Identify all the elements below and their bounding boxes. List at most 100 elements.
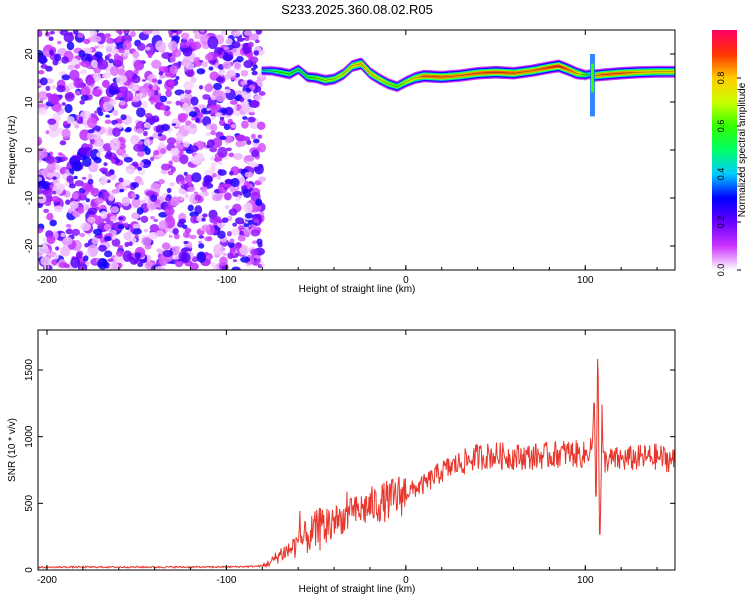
noise-blob <box>46 163 56 173</box>
noise-blob <box>102 96 111 103</box>
noise-blob <box>51 85 57 90</box>
noise-blob <box>250 248 258 256</box>
noise-blob <box>111 188 120 194</box>
noise-blob <box>235 140 247 147</box>
noise-blob <box>68 183 76 189</box>
noise-blob <box>235 217 245 225</box>
noise-blob <box>159 104 167 111</box>
noise-blob <box>85 198 91 203</box>
noise-blob <box>130 30 136 38</box>
noise-blob <box>73 77 84 89</box>
noise-blob <box>167 80 175 87</box>
noise-blob <box>169 182 175 187</box>
noise-blob <box>251 162 259 167</box>
noise-blob <box>250 99 260 108</box>
noise-blob <box>111 235 116 241</box>
noise-blob <box>206 107 211 111</box>
noise-blob <box>79 232 86 238</box>
noise-blob <box>154 90 159 96</box>
spectrogram-y-tick-label: -10 <box>24 190 35 205</box>
noise-blob <box>229 238 235 243</box>
noise-blob <box>71 228 81 236</box>
noise-blob <box>232 222 238 227</box>
noise-blob <box>164 206 175 216</box>
noise-blob <box>64 103 73 114</box>
noise-blob <box>187 204 194 212</box>
noise-blob <box>82 156 92 168</box>
noise-blob <box>59 246 71 257</box>
noise-blob <box>104 171 112 177</box>
noise-blob <box>117 224 125 230</box>
noise-blob <box>180 93 186 100</box>
spectrogram-y-tick-label: 20 <box>24 48 35 60</box>
noise-blob <box>107 258 114 263</box>
noise-blob <box>137 262 144 268</box>
noise-blob <box>56 40 62 45</box>
noise-blob <box>182 46 193 57</box>
noise-blob <box>65 228 73 235</box>
noise-blob <box>151 59 162 70</box>
noise-blob <box>219 135 227 141</box>
noise-blob <box>74 124 80 129</box>
noise-blob <box>111 158 116 164</box>
noise-blob <box>239 96 245 103</box>
noise-blob <box>159 95 168 103</box>
noise-blob <box>192 30 199 34</box>
noise-blob <box>80 94 89 102</box>
noise-blob <box>241 120 249 129</box>
noise-blob <box>51 195 60 203</box>
noise-blob <box>61 74 71 81</box>
noise-blob <box>232 153 243 160</box>
snr-x-tick-label: 100 <box>577 575 594 586</box>
noise-blob <box>87 216 96 223</box>
noise-blob <box>103 162 108 166</box>
snr-x-label: Height of straight line (km) <box>299 584 416 595</box>
noise-blob <box>77 206 85 214</box>
noise-blob <box>113 53 120 60</box>
noise-blob <box>205 226 210 232</box>
noise-blob <box>38 227 44 234</box>
noise-blob <box>240 256 251 263</box>
noise-blob <box>131 193 137 199</box>
noise-blob <box>169 147 180 156</box>
noise-blob <box>134 234 139 239</box>
snr-y-tick-label: 1000 <box>24 425 35 448</box>
noise-blob <box>207 36 219 50</box>
noise-blob <box>99 176 108 185</box>
noise-blob <box>115 30 123 34</box>
noise-blob <box>166 187 172 194</box>
noise-blob <box>137 151 145 157</box>
noise-blob <box>184 88 192 95</box>
noise-blob <box>97 43 105 49</box>
noise-blob <box>49 219 57 227</box>
noise-blob <box>108 195 115 202</box>
noise-blob <box>92 228 103 235</box>
noise-blob <box>140 199 147 204</box>
noise-blob <box>176 133 184 142</box>
noise-blob <box>38 176 43 182</box>
noise-blob <box>221 30 228 36</box>
noise-blob <box>191 172 202 183</box>
noise-blob <box>223 186 228 190</box>
noise-blob <box>194 152 205 162</box>
noise-blob <box>148 231 158 240</box>
noise-blob <box>256 121 266 131</box>
noise-blob <box>79 100 85 105</box>
noise-blob <box>158 71 164 76</box>
noise-blob <box>189 211 199 218</box>
noise-blob <box>230 227 240 236</box>
noise-blob <box>104 33 111 39</box>
noise-blob <box>136 128 144 134</box>
noise-blob <box>222 53 234 62</box>
noise-blob <box>74 180 84 187</box>
noise-blob <box>49 184 54 189</box>
noise-blob <box>230 177 240 188</box>
snr-y-tick-label: 0 <box>24 567 35 573</box>
noise-blob <box>194 117 200 123</box>
noise-blob <box>141 236 152 246</box>
noise-blob <box>102 79 110 88</box>
noise-blob <box>154 266 166 270</box>
